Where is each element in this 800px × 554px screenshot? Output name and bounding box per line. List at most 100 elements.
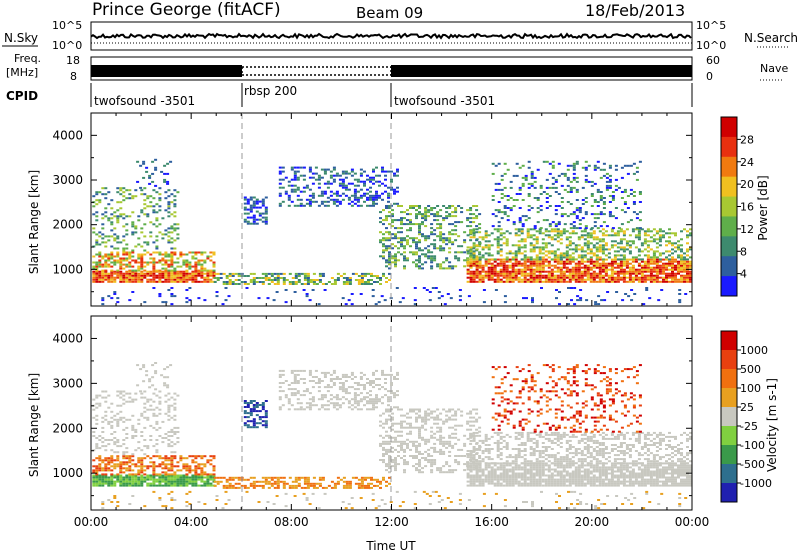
heatmap-cell (158, 455, 162, 458)
heatmap-cell (140, 189, 144, 192)
heatmap-cell (454, 251, 458, 254)
heatmap-cell (261, 202, 265, 205)
heatmap-cell (391, 416, 394, 419)
heatmap-cell (273, 272, 277, 275)
heatmap-cell (604, 268, 608, 271)
heatmap-cell (176, 257, 180, 260)
heatmap-cell (541, 268, 545, 271)
heatmap-cell (559, 238, 563, 241)
heatmap-cell (107, 295, 111, 298)
heatmap-cell (326, 196, 330, 199)
colorbar-tick-label: 16 (740, 201, 754, 214)
heatmap-cell (200, 269, 204, 272)
heatmap-cell (412, 408, 415, 411)
heatmap-cell (599, 225, 603, 228)
heatmap-cell (209, 473, 213, 476)
heatmap-cell (415, 245, 418, 248)
heatmap-cell (658, 276, 662, 279)
heatmap-cell (284, 192, 288, 195)
heatmap-cell (572, 213, 576, 216)
heatmap-cell (350, 386, 354, 389)
heatmap-cell (378, 388, 381, 391)
heatmap-cell (466, 264, 470, 267)
heatmap-cell (601, 238, 605, 241)
heatmap-cell (523, 280, 527, 283)
heatmap-cell (209, 455, 213, 458)
heatmap-cell (472, 250, 476, 253)
heatmap-cell (179, 272, 183, 275)
heatmap-cell (680, 250, 683, 253)
heatmap-cell (270, 476, 274, 479)
heatmap-cell (372, 182, 375, 185)
heatmap-cell (547, 230, 551, 233)
heatmap-cell (104, 211, 108, 214)
heatmap-cell (388, 257, 391, 260)
heatmap-cell (110, 416, 114, 419)
heatmap-cell (463, 241, 467, 244)
heatmap-cell (320, 406, 324, 409)
heatmap-cell (354, 279, 358, 281)
heatmap-cell (586, 276, 590, 279)
heatmap-cell (646, 268, 650, 271)
heatmap-cell (155, 211, 159, 214)
heatmap-cell (406, 209, 409, 212)
heatmap-cell (634, 256, 638, 259)
heatmap-cell (290, 404, 294, 407)
heatmap-cell (388, 440, 391, 443)
heatmap-cell (308, 406, 312, 409)
heatmap-cell (372, 408, 375, 411)
heatmap-cell (436, 263, 440, 266)
heatmap-cell (122, 428, 126, 431)
heatmap-cell (538, 272, 542, 275)
heatmap-cell (338, 378, 342, 380)
heatmap-cell (255, 198, 259, 201)
heatmap-cell (409, 424, 412, 427)
heatmap-cell (487, 276, 491, 279)
heatmap-cell (655, 260, 659, 263)
heatmap-cell (140, 412, 144, 415)
heatmap-cell (511, 256, 515, 259)
heatmap-cell (246, 402, 250, 404)
heatmap-cell (563, 174, 567, 177)
heatmap-cell (234, 476, 238, 479)
heatmap-cell (179, 457, 183, 460)
heatmap-cell (686, 236, 689, 239)
heatmap-cell (595, 272, 599, 275)
heatmap-cell (344, 188, 348, 191)
heatmap-cell (520, 262, 524, 265)
heatmap-cell (503, 207, 507, 209)
heatmap-cell (536, 197, 540, 199)
heatmap-cell (572, 172, 576, 175)
heatmap-cell (388, 259, 391, 262)
heatmap-cell (415, 205, 418, 207)
heatmap-cell (163, 180, 167, 183)
heatmap-cell (415, 455, 418, 457)
heatmap-cell (282, 279, 286, 281)
heatmap-cell (212, 469, 216, 472)
heatmap-cell (424, 465, 428, 468)
heatmap-cell (212, 474, 216, 477)
heatmap-cell (517, 234, 521, 237)
heatmap-cell (255, 422, 259, 425)
heatmap-cell (529, 248, 533, 251)
heatmap-cell (511, 262, 515, 265)
heatmap-cell (382, 459, 385, 461)
heatmap-cell (326, 400, 330, 403)
heatmap-cell (478, 266, 482, 269)
heatmap-cell (143, 274, 147, 277)
heatmap-cell (665, 278, 668, 281)
heatmap-cell (255, 218, 259, 221)
heatmap-cell (548, 223, 552, 226)
heatmap-cell (167, 463, 171, 466)
heatmap-cell (393, 376, 396, 378)
heatmap-cell (493, 274, 497, 277)
heatmap-cell (107, 469, 111, 472)
heatmap-cell (394, 469, 397, 472)
heatmap-cell (179, 480, 183, 483)
heatmap-cell (418, 211, 421, 214)
heatmap-cell (128, 255, 132, 258)
heatmap-cell (341, 182, 345, 185)
heatmap-cell (382, 442, 385, 445)
heatmap-cell (182, 478, 186, 481)
heatmap-cell (143, 480, 147, 483)
